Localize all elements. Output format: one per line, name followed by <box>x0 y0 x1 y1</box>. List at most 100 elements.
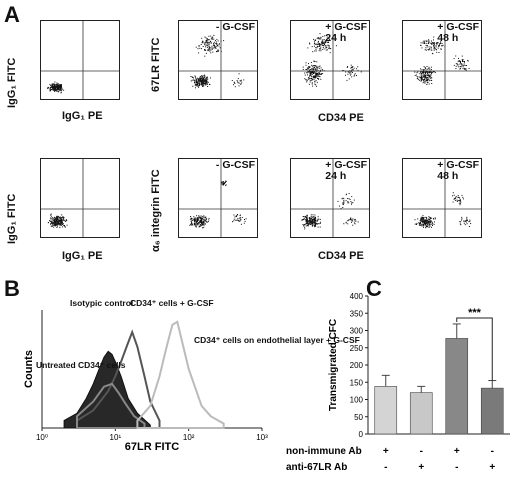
flow-event-dot <box>309 72 311 74</box>
flow-event-dot <box>315 48 317 50</box>
flow-event-dot <box>225 181 227 182</box>
flow-event-dot <box>314 50 316 52</box>
flow-event-dot <box>457 60 459 62</box>
flow-event-dot <box>317 218 319 220</box>
flow-event-dot <box>427 221 429 223</box>
flow-event-dot <box>208 44 210 45</box>
flow-event-dot <box>204 78 206 80</box>
flow-event-dot <box>342 70 344 71</box>
flow-event-dot <box>202 219 204 221</box>
flow-event-dot <box>207 221 209 223</box>
flow-event-dot <box>56 90 58 92</box>
flow-event-dot <box>466 216 468 218</box>
flow-event-dot <box>315 70 317 72</box>
flow-event-dot <box>425 223 427 225</box>
flow-event-dot <box>428 70 430 72</box>
flow-event-dot <box>307 221 309 223</box>
flow-event-dot <box>320 36 322 38</box>
flow-event-dot <box>325 49 327 51</box>
flow-event-dot <box>423 79 425 81</box>
flow-event-dot <box>354 73 356 75</box>
flow-event-dot <box>56 82 58 84</box>
flow-event-dot <box>213 47 215 49</box>
flow-event-dot <box>235 219 237 221</box>
flow-event-dot <box>200 215 202 217</box>
flow-event-dot <box>439 43 441 45</box>
flow-event-dot <box>327 45 329 47</box>
flow-event-dot <box>431 49 433 51</box>
flow-event-dot <box>349 218 351 220</box>
flow-event-dot <box>420 68 421 70</box>
flow-event-dot <box>461 64 463 66</box>
flow-event-dot <box>431 73 433 74</box>
flow-event-dot <box>50 223 52 225</box>
flow-event-dot <box>455 68 457 69</box>
flow-event-dot <box>190 223 192 225</box>
flow-event-dot <box>191 218 193 219</box>
flow-event-dot <box>428 74 430 76</box>
flow-event-dot <box>456 201 458 202</box>
flow-event-dot <box>427 72 429 74</box>
flow-event-dot <box>309 74 311 76</box>
flow-event-dot <box>432 225 433 226</box>
flow-event-dot <box>459 197 461 199</box>
x-tick-label: 10¹ <box>110 433 122 442</box>
flow-event-dot <box>199 82 201 84</box>
flow-event-dot <box>338 205 340 207</box>
flow-event-dot <box>53 222 55 224</box>
flow-event-dot <box>357 221 359 223</box>
flow-event-dot <box>424 74 425 76</box>
flow-event-dot <box>199 222 200 224</box>
flow-event-dot <box>56 219 58 221</box>
flow-event-dot <box>57 218 59 219</box>
flow-event-dot <box>206 38 208 40</box>
flow-event-dot <box>319 72 320 74</box>
flow-event-dot <box>53 218 55 220</box>
flow-event-dot <box>315 43 317 45</box>
flow-event-dot <box>198 78 200 80</box>
flow-event-dot <box>312 224 314 226</box>
flow-event-dot <box>462 67 464 69</box>
bar-chart: 0 50 100 150 200 250 300 350 400 Transmigrated CF… <box>286 292 510 473</box>
flow-event-dot <box>433 71 435 73</box>
flow-event-dot <box>466 220 468 222</box>
flow-event-dot <box>311 80 313 82</box>
flow-event-dot <box>354 74 356 76</box>
flow-event-dot <box>421 47 423 49</box>
flow-event-dot <box>57 217 59 219</box>
flow-event-dot <box>216 44 218 46</box>
flow-event-dot <box>63 89 65 91</box>
flow-event-dot <box>205 82 207 84</box>
flow-event-dot <box>434 221 435 223</box>
flow-event-dot <box>345 221 347 223</box>
flow-event-dot <box>194 217 196 219</box>
flow-event-dot <box>191 76 193 78</box>
flow-event-dot <box>459 204 461 206</box>
flow-event-dot <box>453 194 455 196</box>
flow-event-dot <box>312 223 314 225</box>
y-tick-label: 350 <box>350 309 364 318</box>
flow-event-dot <box>201 37 203 39</box>
flow-event-dot <box>324 35 326 37</box>
flow-event-dot <box>305 79 307 81</box>
flow-event-dot <box>315 221 317 223</box>
flow-event-dot <box>428 41 430 43</box>
flow-event-dot <box>58 88 60 90</box>
flow-event-dot <box>51 86 53 88</box>
flow-event-dot <box>348 193 350 194</box>
flow-event-dot <box>304 215 306 217</box>
flow-event-dot <box>352 202 354 204</box>
flow-event-dot <box>214 45 215 47</box>
flow-event-dot <box>57 221 59 222</box>
flow-event-dot <box>224 181 226 183</box>
flow-event-dot <box>428 222 430 224</box>
flow-event-dot <box>420 45 422 47</box>
flow-event-dot <box>357 69 359 71</box>
flow-event-dot <box>206 83 208 85</box>
flow-event-dot <box>313 77 315 79</box>
flow-event-dot <box>201 219 203 221</box>
flow-event-dot <box>307 224 309 226</box>
flow-event-dot <box>436 42 438 44</box>
flow-event-dot <box>426 218 428 220</box>
flow-event-dot <box>236 219 238 221</box>
